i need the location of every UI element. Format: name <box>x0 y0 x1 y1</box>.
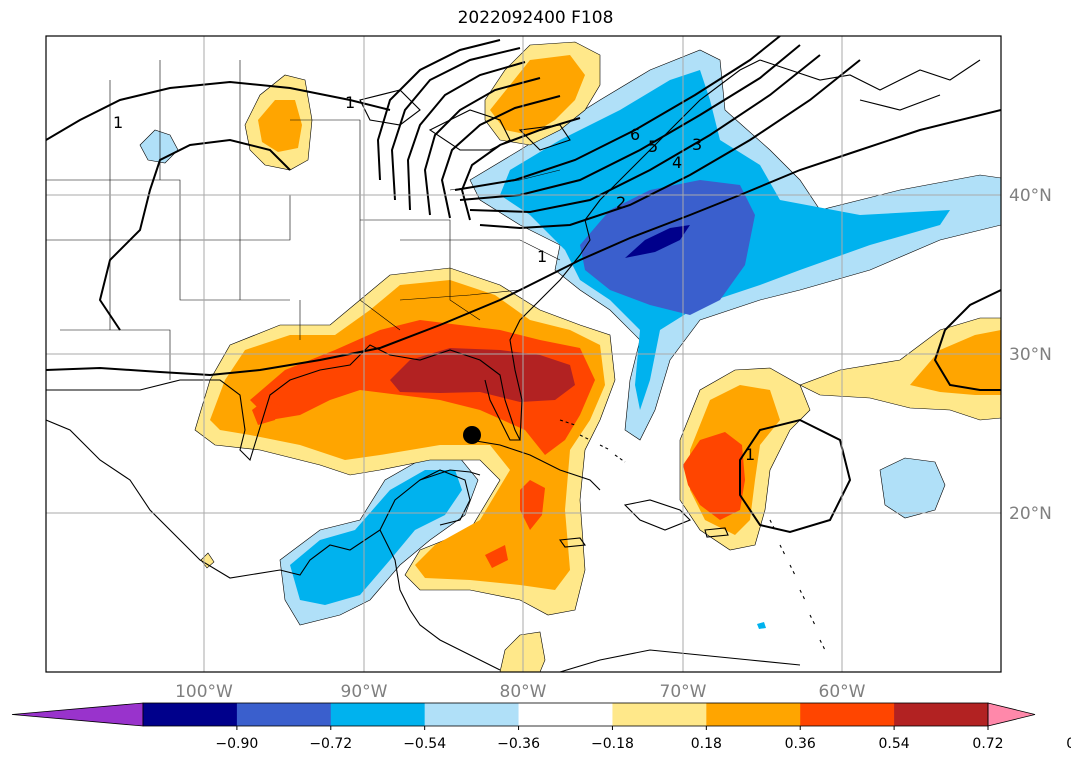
contour-label-group: 1 1 1 1 2 3 4 5 6 <box>113 93 755 464</box>
contour-label: 6 <box>630 125 640 144</box>
colorbar-extend-high <box>987 702 1036 727</box>
colorbar-tick-label: 0.72 <box>972 736 1003 752</box>
colorbar-segment <box>424 703 520 726</box>
colorbar-segment <box>330 703 426 726</box>
colorbar-tick-label: −0.90 <box>215 736 258 752</box>
map-title: 2022092400 F108 <box>457 8 614 28</box>
contour-label: 5 <box>648 137 658 156</box>
colorbar-segment <box>706 703 801 726</box>
gridlines <box>46 36 1001 672</box>
colorbar-tick-label: −0.18 <box>591 736 634 752</box>
lon-label-100w: 100°W <box>175 682 233 702</box>
colorbar-extend-low <box>11 702 144 727</box>
lat-label-20n: 20°N <box>1009 504 1052 524</box>
colorbar-tick-label: −0.72 <box>309 736 352 752</box>
colorbar-tick-label: −0.54 <box>403 736 446 752</box>
colorbar-tick-label: 0.54 <box>879 736 910 752</box>
lon-label-90w: 90°W <box>341 682 388 702</box>
lat-label-30n: 30°N <box>1009 345 1052 365</box>
colorbar-segment <box>612 703 707 726</box>
colorbar-outline <box>142 702 989 727</box>
storm-position-dot <box>463 426 481 444</box>
longitude-labels: 100°W 90°W 80°W 70°W 60°W <box>175 682 866 702</box>
contour-label: 4 <box>672 153 682 172</box>
lon-label-60w: 60°W <box>819 682 866 702</box>
latitude-labels: 40°N 30°N 20°N <box>1009 186 1052 524</box>
colorbar-tick-label: −0.36 <box>497 736 540 752</box>
lat-label-40n: 40°N <box>1009 186 1052 206</box>
colorbar-tick-label: 0.36 <box>785 736 816 752</box>
contour-label: 1 <box>745 445 755 464</box>
colorbar-tick-label: 0.90 <box>1066 736 1071 752</box>
contour-label: 1 <box>345 93 355 112</box>
contour-lines <box>46 36 1001 534</box>
colorbar-segment <box>143 703 238 726</box>
contour-label: 2 <box>616 193 626 212</box>
contour-label: 1 <box>537 247 547 266</box>
colorbar-segment <box>800 703 895 726</box>
colorbar-segment <box>236 703 332 726</box>
colorbar-segment <box>894 703 989 726</box>
lon-label-70w: 70°W <box>660 682 707 702</box>
contour-label: 1 <box>113 113 123 132</box>
lon-label-80w: 80°W <box>500 682 547 702</box>
colorbar: −0.90 −0.72 −0.54 −0.36 −0.18 0.18 0.36 0.54 0.7… <box>11 702 1071 752</box>
colorbar-segment <box>518 703 613 726</box>
colorbar-tick-label: 0.18 <box>691 736 722 752</box>
contour-label: 3 <box>692 135 702 154</box>
map-frame <box>45 35 1002 673</box>
positive-anomaly-fill <box>194 41 1001 672</box>
